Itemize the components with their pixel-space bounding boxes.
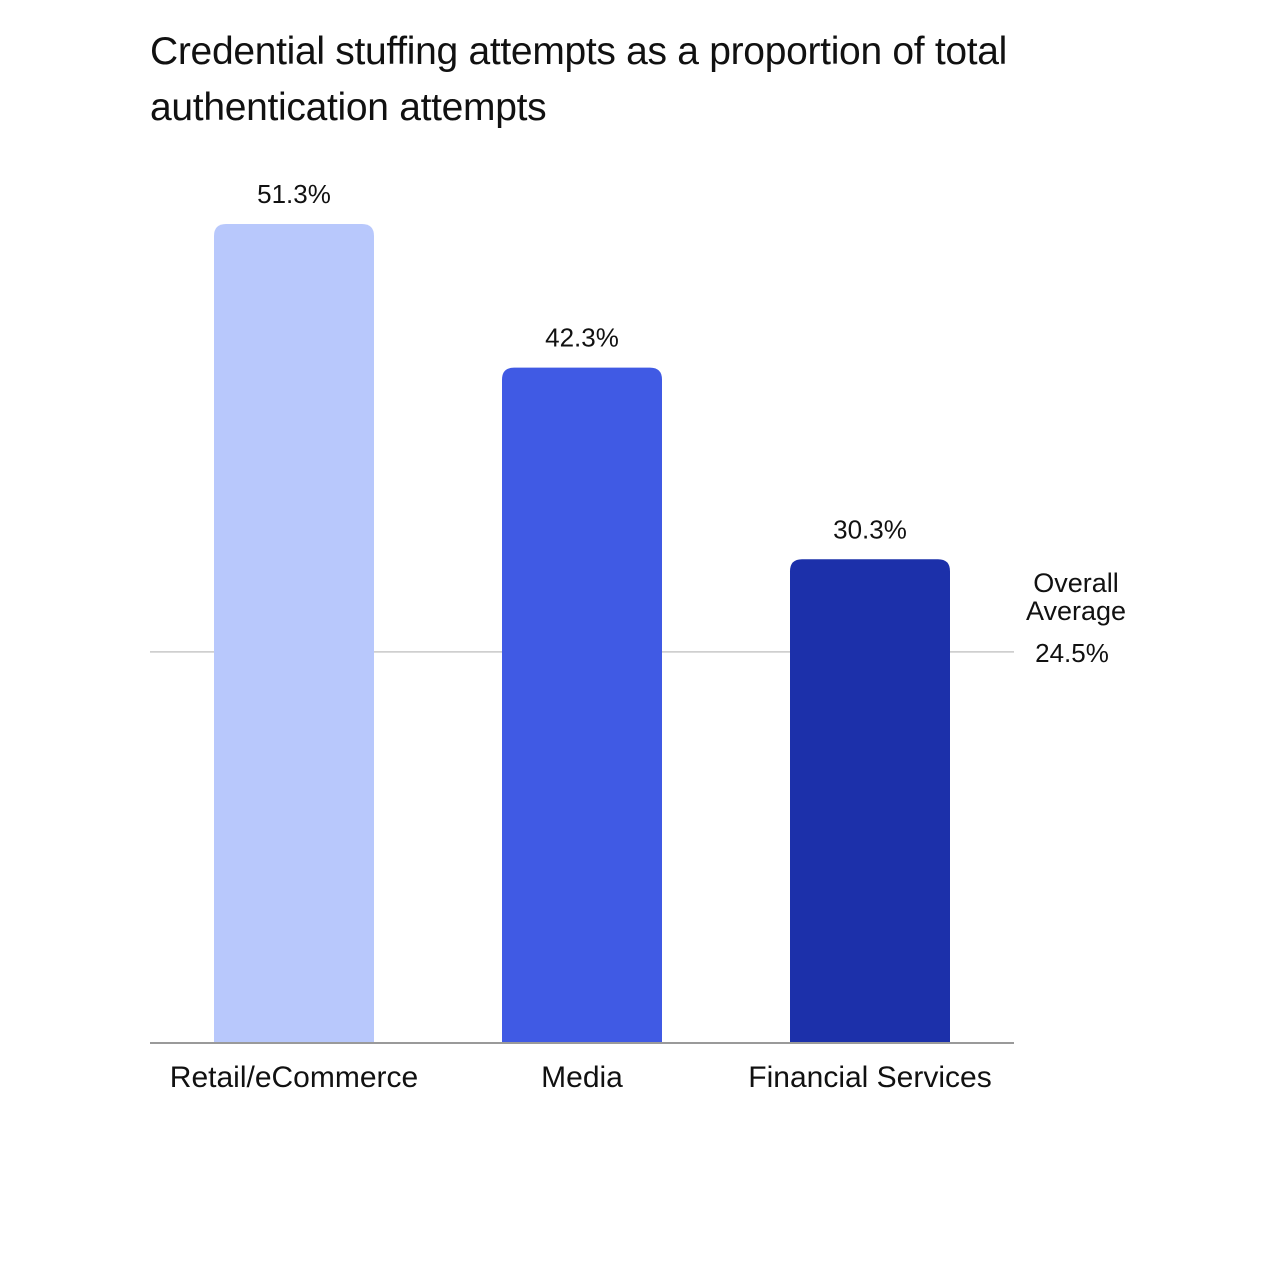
bar-2 bbox=[790, 559, 950, 1043]
bars-group bbox=[214, 224, 950, 1043]
category-label-2: Financial Services bbox=[748, 1061, 991, 1094]
average-value-label: 24.5% bbox=[1035, 638, 1109, 668]
category-label-1: Media bbox=[541, 1061, 623, 1094]
data-label-2: 30.3% bbox=[833, 514, 907, 544]
chart-title: Credential stuffing attempts as a propor… bbox=[150, 30, 1008, 129]
bar-0 bbox=[214, 224, 374, 1043]
average-label-line-1: Average bbox=[1026, 596, 1126, 626]
data-label-1: 42.3% bbox=[545, 323, 619, 353]
labels-group: 51.3% Retail/eCommerce 42.3% Media 30.3% Fina… bbox=[170, 179, 992, 1094]
category-label-0: Retail/eCommerce bbox=[170, 1061, 418, 1094]
average-label-line-0: Overall bbox=[1033, 568, 1119, 598]
bar-1 bbox=[502, 367, 662, 1043]
data-label-0: 51.3% bbox=[257, 179, 331, 209]
